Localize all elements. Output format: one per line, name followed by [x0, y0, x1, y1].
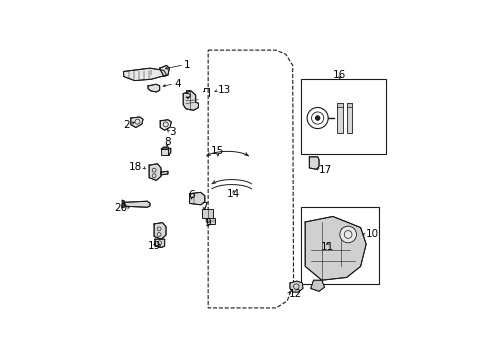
Text: 14: 14	[227, 189, 240, 199]
Polygon shape	[131, 117, 143, 127]
Polygon shape	[123, 68, 167, 81]
Text: 17: 17	[319, 165, 332, 175]
Bar	[301, 79, 386, 154]
Text: 10: 10	[366, 229, 378, 239]
Polygon shape	[155, 239, 165, 247]
Text: 2: 2	[123, 120, 130, 130]
Bar	[301, 207, 379, 284]
Text: 1: 1	[184, 60, 191, 70]
Bar	[337, 103, 343, 107]
Polygon shape	[149, 164, 161, 180]
Text: 3: 3	[170, 127, 176, 137]
Polygon shape	[183, 91, 198, 110]
Text: 18: 18	[129, 162, 143, 172]
Text: 13: 13	[218, 85, 231, 95]
Bar	[347, 103, 352, 133]
Text: 12: 12	[289, 289, 302, 299]
Text: 4: 4	[174, 79, 181, 89]
Bar	[337, 103, 343, 133]
Polygon shape	[154, 222, 166, 239]
Polygon shape	[190, 192, 205, 205]
Polygon shape	[311, 280, 324, 291]
Text: 8: 8	[164, 137, 171, 147]
Text: 9: 9	[205, 219, 212, 228]
Text: 5: 5	[185, 90, 191, 100]
Polygon shape	[305, 216, 366, 280]
Text: 20: 20	[114, 203, 127, 213]
Bar	[207, 218, 215, 224]
Bar	[347, 103, 352, 107]
Polygon shape	[290, 281, 303, 292]
Polygon shape	[169, 148, 171, 155]
Polygon shape	[160, 66, 170, 76]
Polygon shape	[124, 201, 150, 207]
Polygon shape	[161, 147, 169, 149]
Circle shape	[316, 116, 320, 120]
Polygon shape	[148, 84, 160, 92]
Text: 6: 6	[188, 190, 195, 199]
Text: 19: 19	[147, 240, 161, 251]
Text: 7: 7	[201, 202, 207, 212]
Polygon shape	[309, 157, 319, 169]
Bar	[161, 149, 169, 155]
Circle shape	[340, 226, 356, 243]
Text: 11: 11	[321, 242, 334, 252]
Polygon shape	[161, 171, 168, 175]
Text: 15: 15	[211, 146, 224, 156]
Polygon shape	[160, 120, 172, 130]
Bar	[202, 209, 213, 219]
Polygon shape	[122, 200, 124, 208]
Text: 16: 16	[333, 70, 346, 80]
